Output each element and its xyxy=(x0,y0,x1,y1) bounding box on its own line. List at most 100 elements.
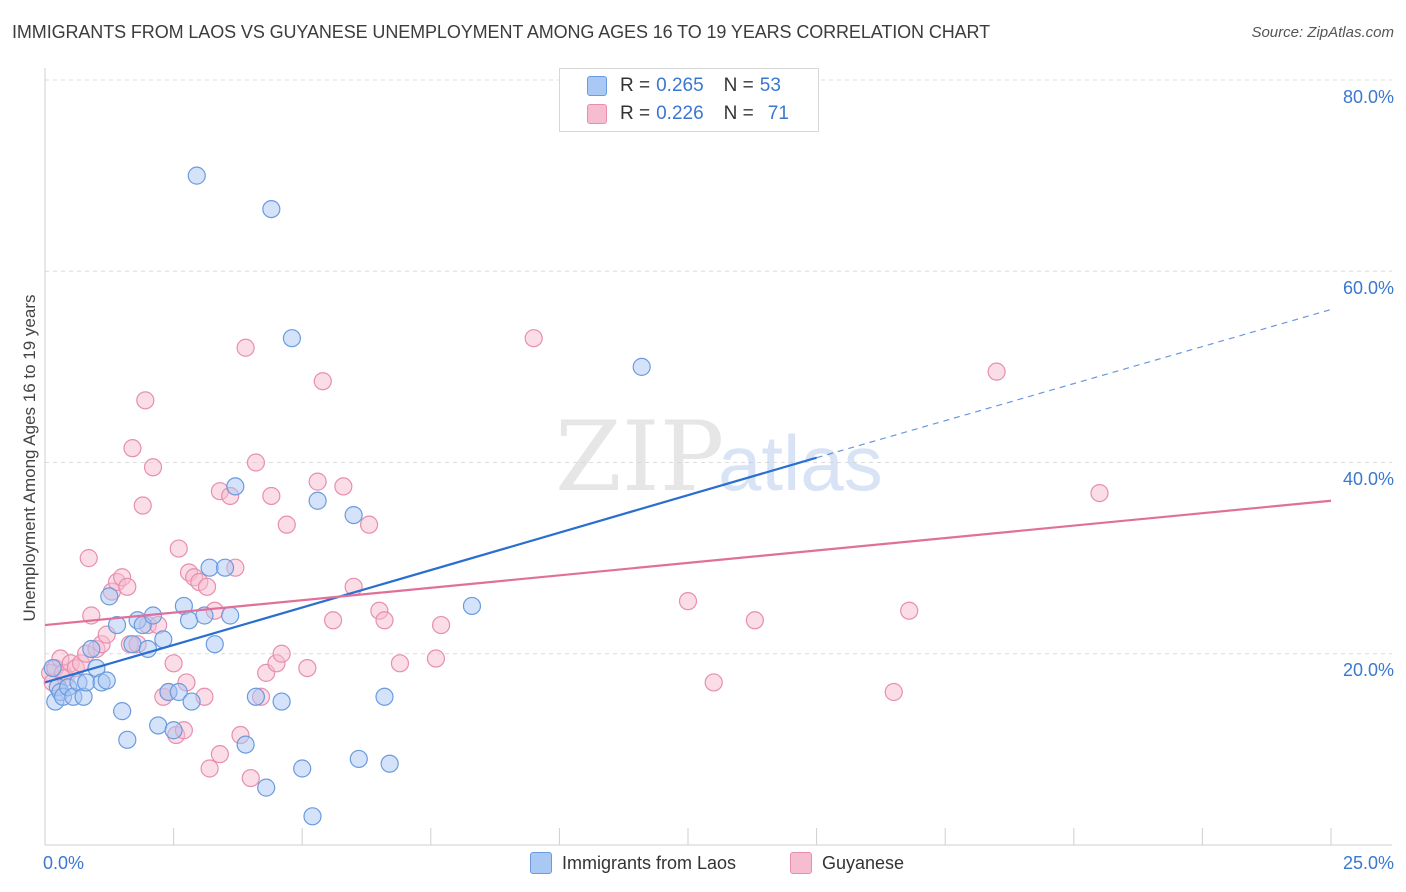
guyanese-data-point xyxy=(136,391,155,410)
guyanese-data-point xyxy=(236,338,255,357)
series-legend-guyanese[interactable]: Guyanese xyxy=(790,852,904,874)
laos-data-point xyxy=(344,505,363,525)
x-tick-label-max: 25.0% xyxy=(1342,853,1394,873)
legend-n-label: N = xyxy=(723,75,754,96)
guyanese-data-point xyxy=(262,486,281,506)
laos-data-point xyxy=(77,673,96,692)
guyanese-data-point xyxy=(431,615,451,635)
guyanese-data-point xyxy=(143,458,163,477)
legend-n-value: 71 xyxy=(767,103,789,124)
laos-data-point xyxy=(107,615,127,635)
series-legend-laos-label: Immigrants from Laos xyxy=(562,852,737,873)
guyanese-data-point xyxy=(164,654,183,673)
guyanese-data-point xyxy=(308,472,327,491)
legend-n-label: N = xyxy=(723,103,754,124)
legend-row-guyanese: R = 0.226 N = 71 xyxy=(587,102,789,126)
gridlines xyxy=(45,79,1392,655)
laos-data-point xyxy=(195,606,214,625)
laos-data-point xyxy=(182,692,201,711)
guyanese-data-point xyxy=(1090,484,1109,503)
guyanese-data-point xyxy=(241,768,260,788)
guyanese-data-point xyxy=(313,372,332,391)
guyanese-data-point xyxy=(524,329,543,348)
guyanese-data-point xyxy=(298,658,317,678)
correlation-legend: R = 0.265 N = 53 R = 0.226 N = 71 xyxy=(559,68,819,132)
guyanese-data-point xyxy=(118,577,137,596)
laos-data-point xyxy=(262,199,281,219)
guyanese-data-point xyxy=(272,644,291,663)
laos-data-point xyxy=(43,658,62,678)
guyanese-data-point xyxy=(323,611,343,630)
guyanese-data-point xyxy=(745,611,764,630)
trend-lines xyxy=(44,308,1332,684)
legend-r-value: 0.265 xyxy=(656,75,704,96)
guyanese-data-point xyxy=(169,539,188,558)
guyanese-data-point xyxy=(334,477,353,496)
guyanese-data-point xyxy=(200,759,219,778)
guyanese-data-point xyxy=(133,496,152,515)
guyanese-data-point xyxy=(884,682,903,702)
y-tick-label-20: 20.0% xyxy=(1342,660,1394,680)
laos-data-point xyxy=(293,759,312,778)
guyanese-data-point xyxy=(987,362,1006,381)
guyanese-data-point xyxy=(123,439,142,458)
chart-title: IMMIGRANTS FROM LAOS VS GUYANESE UNEMPLO… xyxy=(12,22,990,42)
laos-data-point xyxy=(200,558,219,577)
guyanese-data-point xyxy=(359,515,379,534)
series-legend-laos[interactable]: Immigrants from Laos xyxy=(530,852,736,874)
legend-swatch-guyanese xyxy=(587,104,607,124)
laos-data-point xyxy=(215,558,235,577)
laos-points xyxy=(43,166,651,826)
source-credit: Source: ZipAtlas.com xyxy=(1251,24,1394,41)
laos-data-point xyxy=(236,735,255,754)
guyanese-data-point xyxy=(197,577,217,596)
laos-data-point xyxy=(308,491,327,510)
laos-data-point xyxy=(82,639,101,659)
laos-data-point xyxy=(272,692,291,711)
axes xyxy=(44,68,1392,846)
y-tick-label-40: 40.0% xyxy=(1342,469,1394,489)
legend-r-value: 0.226 xyxy=(656,103,704,124)
laos-data-point xyxy=(282,329,302,348)
y-axis-label: Unemployment Among Ages 16 to 19 years xyxy=(20,294,39,622)
watermark: ZIP atlas xyxy=(555,401,883,513)
laos-data-point xyxy=(303,807,322,826)
legend-swatch-laos xyxy=(587,76,607,96)
series-legend-guyanese-label: Guyanese xyxy=(822,852,905,873)
laos-data-point xyxy=(164,721,183,740)
legend-row-laos: R = 0.265 N = 53 xyxy=(587,74,781,98)
series-swatch-guyanese xyxy=(790,852,812,874)
guyanese-data-point xyxy=(210,745,229,764)
guyanese-data-point xyxy=(704,673,723,692)
laos-data-point xyxy=(226,477,245,496)
watermark-zip: ZIP xyxy=(555,401,724,513)
legend-r-label: R = xyxy=(620,75,651,96)
laos-data-point xyxy=(205,635,224,654)
laos-data-point xyxy=(349,749,368,769)
laos-data-point xyxy=(118,730,137,749)
y-tick-label-60: 60.0% xyxy=(1342,278,1394,298)
laos-data-point xyxy=(380,754,399,773)
laos-data-point xyxy=(187,166,206,185)
laos-trend-line xyxy=(44,456,817,684)
guyanese-data-point xyxy=(246,453,266,472)
laos-data-point xyxy=(169,682,188,702)
laos-trend-extension xyxy=(816,308,1332,459)
y-tick-label-80: 80.0% xyxy=(1342,87,1394,107)
legend-n-value: 53 xyxy=(759,75,781,96)
laos-data-point xyxy=(246,687,266,706)
x-tick-label-min: 0.0% xyxy=(43,853,85,873)
series-legend: Immigrants from Laos Guyanese xyxy=(0,852,1406,878)
laos-data-point xyxy=(97,671,116,690)
guyanese-data-point xyxy=(900,601,919,620)
laos-data-point xyxy=(149,716,168,735)
laos-data-point xyxy=(375,687,394,706)
guyanese-data-point xyxy=(678,592,698,611)
laos-data-point xyxy=(632,357,651,376)
guyanese-data-point xyxy=(390,654,410,673)
laos-data-point xyxy=(221,606,240,625)
laos-data-point xyxy=(123,635,142,654)
guyanese-data-point xyxy=(79,549,98,568)
laos-data-point xyxy=(462,596,482,616)
